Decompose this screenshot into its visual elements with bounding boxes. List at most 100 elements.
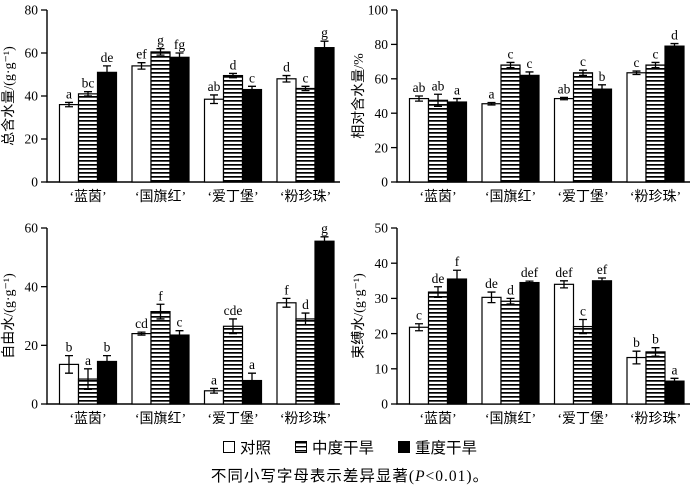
error-bar (525, 71, 534, 80)
error-bar (598, 84, 606, 95)
y-tick-label: 20 (25, 132, 39, 147)
open-square-icon (222, 441, 235, 453)
bar (500, 300, 521, 405)
y-tick-label: 20 (25, 338, 39, 353)
bar (222, 325, 244, 405)
bar (241, 88, 263, 183)
y-tick-label: 0 (381, 397, 388, 412)
error-bar (651, 61, 660, 69)
bar (150, 310, 171, 405)
sig-letter: b (652, 332, 659, 347)
sig-letter: a (672, 362, 678, 377)
y-tick-label: 0 (381, 175, 388, 190)
bar (645, 351, 666, 405)
error-bar (137, 331, 146, 336)
y-tick-label: 20 (375, 140, 389, 155)
sig-letter: b (633, 335, 640, 350)
y-tick-label: 0 (31, 397, 38, 412)
y-tick-label: 30 (375, 291, 389, 306)
bar (427, 99, 449, 183)
y-tick-label: 60 (375, 72, 389, 87)
error-bar (229, 72, 237, 79)
sig-letter: d (283, 60, 290, 75)
sig-letter: ef (597, 262, 608, 277)
bar (591, 280, 613, 405)
error-bar (525, 280, 534, 285)
error-bar (487, 291, 496, 304)
sig-letter: g (157, 33, 164, 48)
sig-letter: a (249, 357, 255, 372)
hstriped-square-icon (294, 441, 307, 453)
x-category-label: ‘粉珍珠’ (630, 189, 681, 205)
x-category-label: ‘爱丁堡’ (207, 411, 258, 427)
sig-letter: c (508, 46, 514, 61)
error-bar (560, 96, 568, 101)
bar (481, 103, 502, 183)
sig-letter: c (177, 315, 183, 330)
bar (408, 326, 430, 405)
error-bar (210, 387, 218, 394)
sig-letter: f (158, 288, 163, 303)
legend-item-severe-drought: 重度干旱 (398, 436, 477, 458)
y-tick-label: 80 (375, 37, 389, 52)
error-bar (320, 236, 329, 247)
x-category-label: ‘国旗红’ (485, 189, 536, 205)
x-category-label: ‘国旗红’ (135, 189, 186, 205)
bar (481, 296, 502, 405)
bar (169, 56, 190, 183)
sig-letter: bc (82, 76, 95, 91)
y-axis-label: 相对含水量/% (351, 53, 367, 139)
sig-letter: c (249, 70, 255, 85)
sig-letter: c (303, 70, 309, 85)
bar (96, 71, 118, 183)
sig-letter: ab (208, 79, 221, 94)
error-bar (506, 61, 515, 69)
bar (222, 74, 244, 183)
sig-letter: b (66, 340, 73, 355)
x-category-label: ‘蓝茵’ (69, 189, 106, 205)
chart-free-water: 0 20 40 60 自由水/(g·g⁻¹) b cd a f a f cde d b c a g ‘蓝茵’ ‘国旗… (0, 220, 350, 432)
error-bar (560, 280, 568, 289)
error-bar (434, 93, 442, 107)
y-tick-label: 40 (375, 256, 389, 271)
bar (295, 318, 316, 405)
sig-letter: a (66, 86, 72, 101)
y-tick-label: 50 (375, 221, 389, 236)
error-bar (84, 91, 92, 97)
x-category-label: ‘蓝茵’ (419, 411, 456, 427)
sig-letter: def (555, 265, 573, 280)
sig-letter: d (302, 297, 309, 312)
bar (77, 93, 99, 183)
sig-letter: a (211, 372, 217, 387)
footnote-suffix: <0.01)。 (425, 468, 490, 485)
error-bar (670, 377, 679, 385)
error-bar (632, 70, 641, 76)
x-category-label: ‘蓝茵’ (69, 411, 106, 427)
bar (295, 87, 316, 183)
error-bar (229, 318, 237, 335)
sig-letter: a (454, 83, 460, 98)
sig-letter: ab (432, 78, 445, 93)
error-bar (651, 347, 660, 357)
bar (203, 98, 225, 183)
legend-item-control: 对照 (222, 436, 271, 458)
error-bar (84, 368, 92, 390)
charts-grid: 0 20 40 60 80 总含水量/(g·g⁻¹) a ef ab d bc g d c de fg c g ‘蓝… (0, 3, 690, 432)
bar (131, 332, 152, 405)
x-category-label: ‘粉珍珠’ (630, 411, 681, 427)
error-bar (175, 52, 184, 63)
bar (626, 72, 647, 183)
sig-letter: cd (135, 316, 148, 331)
error-bar (137, 62, 146, 70)
sig-letter: d (230, 57, 237, 72)
sig-letter: fg (174, 37, 185, 52)
sig-letter: ef (136, 47, 147, 62)
error-bar (248, 372, 256, 389)
bar (314, 240, 335, 405)
error-bar (453, 269, 461, 289)
filled-square-icon (398, 441, 410, 453)
error-bar (248, 85, 256, 94)
legend-label-moderate-drought: 中度干旱 (311, 440, 374, 457)
